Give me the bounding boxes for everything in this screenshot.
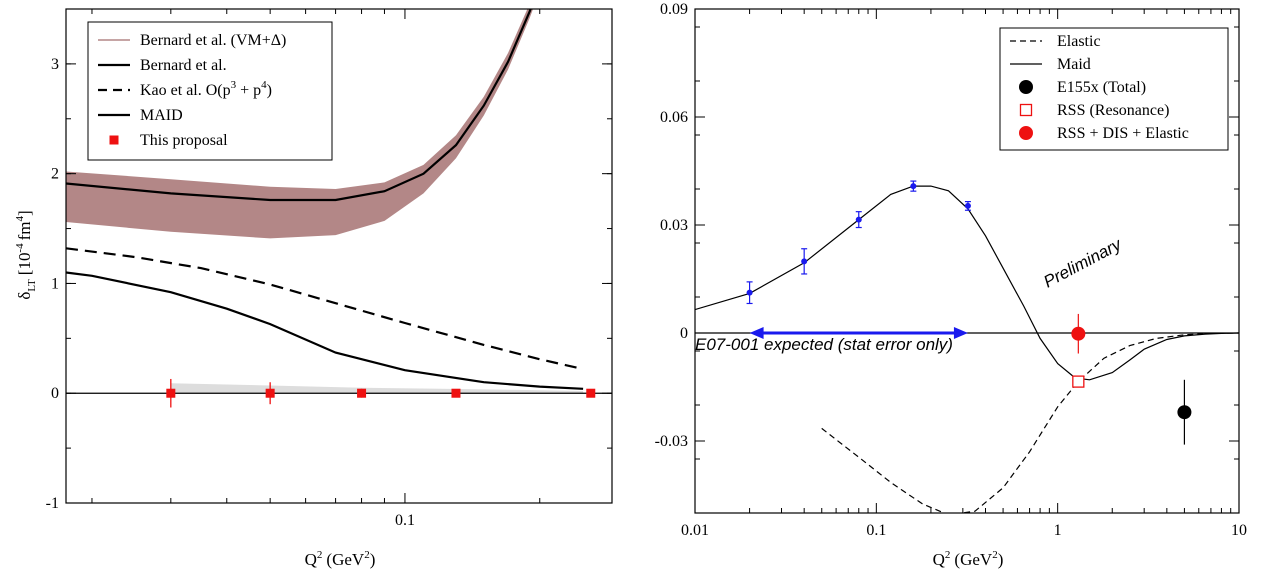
right-chart: 0.01 0.1 1 10 -0.03 0 0.03 0.06 0.09 Elastic Maid…	[655, 1, 1247, 569]
left-legend-item: Bernard et al. (VM+Δ)	[98, 32, 286, 49]
right-x-tick-label: 0.1	[866, 522, 886, 539]
left-x-axis-label-q-sup: 2	[317, 549, 323, 561]
left-x-axis-label: Q2 (GeV2)	[305, 549, 376, 569]
left-x-axis-label-unit-sup: 2	[364, 549, 370, 561]
left-plot-frame	[65, 8, 613, 504]
proposal-point	[166, 388, 176, 398]
legend-label: RSS + DIS + Elastic	[1057, 125, 1189, 142]
left-legend-item: Bernard et al.	[98, 57, 227, 74]
left-legend: Bernard et al. (VM+Δ) Bernard et al. Kao e…	[87, 21, 333, 161]
right-y-tick-label: 0.09	[660, 1, 688, 18]
e07-001-point	[855, 216, 862, 223]
left-y-tick-label: -1	[46, 495, 59, 512]
left-y-tick-label: 3	[51, 56, 59, 73]
left-x-axis-label-q: Q	[305, 550, 317, 569]
series-elastic	[821, 332, 1239, 513]
left-x-tick-label: 0.1	[395, 512, 415, 529]
right-x-tick-label: 10	[1231, 522, 1247, 539]
annotation-preliminary: Preliminary	[1040, 234, 1125, 291]
left-y-tick-label: 0	[51, 385, 59, 402]
arrow-head-left	[749, 327, 764, 339]
proposal-point	[586, 388, 596, 398]
right-legend-item: Maid	[1010, 56, 1091, 73]
right-legend-item: RSS (Resonance)	[1019, 102, 1169, 119]
left-x-axis-label-close: )	[370, 550, 376, 569]
right-x-axis-label-unit-sup: 2	[992, 549, 998, 561]
proposal-point	[357, 388, 367, 398]
right-y-tick-label: -0.03	[655, 433, 688, 450]
left-y-axis-label-unit2: fm	[15, 221, 34, 240]
right-legend-item: Elastic	[1010, 33, 1101, 50]
left-legend-item: This proposal	[109, 132, 228, 149]
legend-label: MAID	[140, 107, 183, 124]
right-legend: Elastic Maid E155x (Total) RSS (Resonance) R…	[999, 27, 1229, 151]
legend-label: E155x (Total)	[1057, 79, 1146, 96]
left-y-axis-label-delta: δ	[15, 292, 34, 300]
right-x-tick-label: 1	[1054, 522, 1062, 539]
legend-label: RSS (Resonance)	[1057, 102, 1169, 119]
right-x-axis-label-q: Q	[933, 550, 945, 569]
series-kao	[66, 247, 584, 371]
legend-circle-marker	[1019, 126, 1033, 140]
left-legend-item: MAID	[98, 107, 183, 124]
right-legend-item: E155x (Total)	[1019, 79, 1146, 96]
right-plot-frame	[694, 8, 1240, 514]
e07-001-point	[964, 202, 971, 209]
band-bernard-vm-delta	[66, 9, 534, 239]
rss-resonance-point	[1072, 375, 1085, 388]
legend-label: Bernard et al. (VM+Δ)	[140, 32, 286, 49]
series-maid-right	[695, 185, 1239, 381]
legend-label: Kao et al. O(p3 + p4)	[140, 79, 272, 99]
left-x-axis-label-unit: (GeV	[326, 550, 364, 569]
proposal-point	[451, 388, 461, 398]
e07-001-point	[910, 183, 917, 190]
left-y-axis-label-sub: LT	[26, 279, 38, 292]
right-y-tick-label: 0.06	[660, 109, 688, 126]
legend-circle-marker	[1019, 80, 1033, 94]
left-y-tick-label: 2	[51, 166, 59, 183]
right-x-axis-label: Q2 (GeV2)	[933, 549, 1004, 569]
right-x-axis-label-close: )	[998, 550, 1004, 569]
left-legend-item: Kao et al. O(p3 + p4)	[98, 79, 272, 99]
legend-label: This proposal	[140, 132, 228, 149]
right-y-tick-label: 0	[680, 325, 688, 342]
right-x-axis-label-unit: (GeV	[954, 550, 992, 569]
proposal-point	[265, 388, 275, 398]
e155x-point	[1177, 405, 1192, 420]
legend-label: Maid	[1057, 56, 1091, 73]
left-y-axis-label: δLT [10-4 fm4]	[14, 210, 38, 299]
legend-label: Elastic	[1057, 33, 1101, 50]
right-x-tick-label: 0.01	[681, 522, 709, 539]
e07-001-point	[801, 258, 808, 265]
left-y-axis-label-unit2-sup: 4	[14, 215, 26, 221]
legend-open-square-marker	[1019, 103, 1033, 117]
left-y-axis-label-unit: [10	[15, 253, 34, 276]
arrow-head-right	[953, 327, 968, 339]
legend-label: Bernard et al.	[140, 57, 227, 74]
left-y-axis-label-unit-sup: -4	[14, 243, 26, 253]
left-y-tick-label: 1	[51, 275, 59, 292]
rss-dis-elastic-point	[1071, 326, 1086, 341]
right-x-axis-label-q-sup: 2	[945, 549, 951, 561]
series-bernard	[66, 9, 532, 202]
legend-square-marker	[109, 135, 119, 145]
e07-001-point	[746, 289, 753, 296]
right-y-tick-label: 0.03	[660, 217, 688, 234]
series-maid-left	[66, 271, 584, 390]
annotation-expected: E07-001 expected (stat error only)	[695, 335, 953, 354]
left-y-axis-label-close: ]	[15, 210, 34, 216]
right-legend-item: RSS + DIS + Elastic	[1019, 125, 1189, 142]
